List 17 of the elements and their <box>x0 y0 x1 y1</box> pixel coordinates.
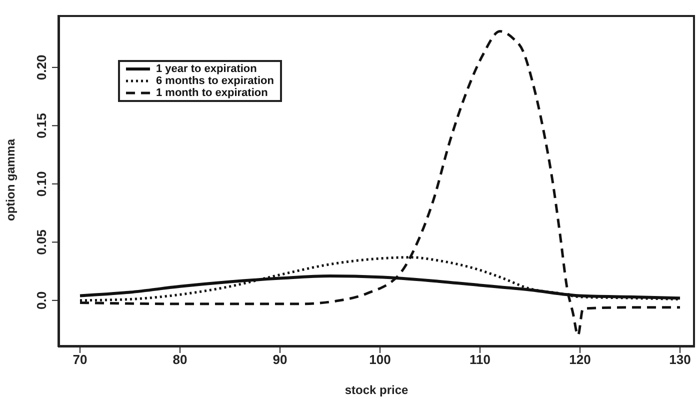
x-tick-label: 70 <box>72 352 88 368</box>
y-tick-label: 0.0 <box>34 291 49 310</box>
legend-label: 1 year to expiration <box>156 63 257 75</box>
legend-label: 1 month to expiration <box>156 87 268 99</box>
x-tick-label: 130 <box>669 352 691 368</box>
x-tick-label: 120 <box>569 352 591 368</box>
y-tick-label: 0.20 <box>34 54 49 80</box>
x-tick-label: 80 <box>172 352 188 368</box>
x-tick-label: 90 <box>272 352 288 368</box>
legend-label: 6 months to expiration <box>156 75 274 87</box>
y-tick-label: 0.15 <box>34 113 49 138</box>
x-axis-title: stock price <box>344 383 408 397</box>
x-tick-label: 100 <box>369 352 391 368</box>
y-tick-label: 0.05 <box>34 230 49 255</box>
y-tick-label: 0.10 <box>34 171 49 197</box>
y-axis-title: option gamma <box>3 138 18 221</box>
x-tick-label: 110 <box>470 352 490 368</box>
